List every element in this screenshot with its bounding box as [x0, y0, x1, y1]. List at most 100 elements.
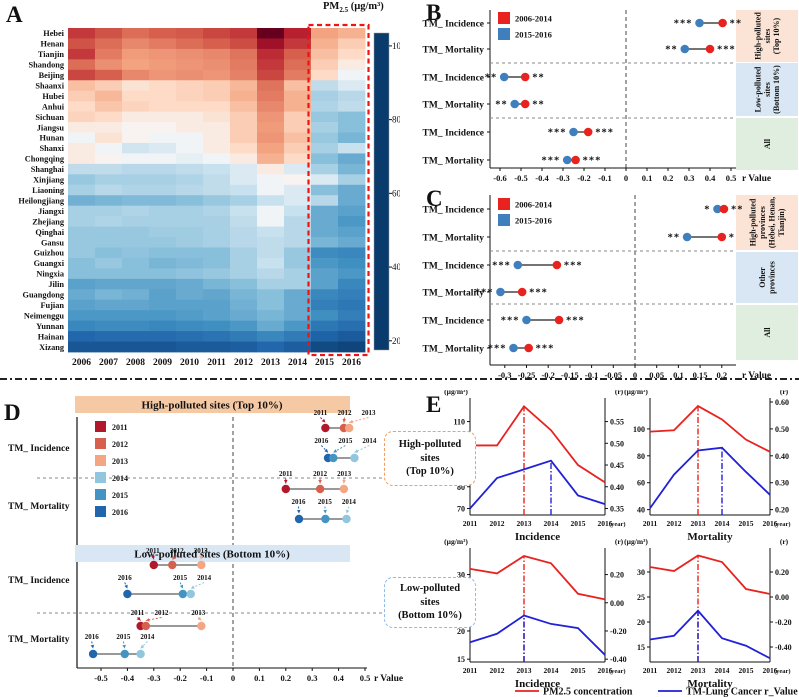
e-high-group-label: High-polluted sites (Top 10%) [384, 431, 476, 486]
year-label: 2011 [207, 358, 226, 368]
r-value-line [649, 609, 771, 660]
heatmap-cell [68, 174, 96, 186]
cluster-dot [321, 423, 330, 433]
x-tick-label: -0.5 [514, 173, 527, 183]
heatmap-cell [311, 331, 339, 342]
cluster-year-label: 2014 [140, 633, 155, 641]
right-tick-label: 0.40 [610, 483, 624, 492]
left-axis-unit: (µg/m³) [624, 390, 648, 396]
year-arrowhead [345, 509, 350, 514]
heatmap-cell [95, 132, 123, 144]
legend-label: 2015-2016 [515, 216, 552, 226]
heatmap-cell [68, 163, 96, 175]
year-suffix: (year) [609, 521, 626, 528]
x-tick-label: 0.3 [684, 173, 695, 183]
heatmap-cell [95, 226, 123, 238]
heatmap-cell [257, 320, 285, 332]
cluster-dot [88, 649, 98, 659]
heatmap-cell [230, 48, 258, 60]
heatmap-cell [176, 59, 204, 71]
heatmap-cell [338, 38, 366, 50]
e-high-line3: (Top 10%) [406, 466, 454, 478]
sig-right: * [729, 233, 735, 244]
heatmap-cell [203, 289, 231, 301]
left-tick-label: 110 [453, 418, 465, 427]
heatmap-cell [338, 247, 366, 259]
heatmap-cell [176, 122, 204, 133]
pm25-line [469, 554, 606, 601]
right-tick-label: -0.40 [610, 655, 627, 664]
sig-left: *** [488, 344, 507, 355]
x-tick-label: 0.5 [360, 673, 371, 683]
heatmap-cell [149, 122, 177, 133]
heatmap-cell [203, 247, 231, 259]
heatmap-cell [203, 174, 231, 186]
heatmap-cell [338, 163, 366, 175]
heatmap-cell [338, 310, 366, 322]
section-header-band [75, 396, 350, 413]
x-tick-label: 0.1 [254, 673, 265, 683]
year-arrowhead [179, 584, 184, 589]
heatmap-cell [122, 48, 150, 60]
heatmap-cell [203, 331, 231, 342]
group-band [736, 195, 798, 250]
heatmap-cell [230, 142, 258, 154]
year-arrowhead [349, 419, 353, 424]
row-label: TM_ Mortality [423, 46, 485, 56]
heatmap-cell [230, 69, 258, 81]
heatmap-cell [230, 122, 258, 133]
heatmap-cell [284, 184, 312, 196]
sig-right: ** [731, 205, 744, 216]
x-tick-label: 2016 [598, 519, 613, 528]
e-high-line2: sites [420, 452, 440, 464]
cluster-year-label: 2011 [131, 609, 145, 617]
heatmap-cell [311, 226, 339, 238]
cluster-year-label: 2016 [118, 574, 133, 582]
province-label: Jilin [48, 280, 64, 289]
heatmap-cell [230, 59, 258, 71]
heatmap-cell [203, 80, 231, 92]
province-label: Xinjiang [33, 176, 65, 185]
heatmap-cell [68, 341, 96, 353]
heatmap-cell [176, 174, 204, 186]
heatmap-cell [338, 331, 366, 342]
heatmap-cell [203, 48, 231, 60]
heatmap-cell [284, 174, 312, 186]
heatmap-cell [230, 216, 258, 227]
heatmap-cell [203, 153, 231, 165]
heatmap-cell [149, 205, 177, 217]
heatmap-cell [257, 101, 285, 113]
heatmap-cell [230, 153, 258, 165]
cluster-dot [141, 621, 151, 631]
heatmap-cell [95, 163, 123, 175]
heatmap-cell [68, 278, 96, 290]
heatmap-cell [95, 101, 123, 113]
heatmap-cell [68, 320, 96, 332]
province-label: Gansu [41, 238, 64, 247]
heatmap-cell [95, 310, 123, 322]
heatmap-cell [257, 226, 285, 238]
heatmap-cell [95, 247, 123, 259]
heatmap-cell [257, 341, 285, 353]
heatmap-cell [230, 331, 258, 342]
province-label: Xizang [39, 343, 65, 352]
band-line: High-polluted [753, 12, 762, 60]
dot-2006-2014 [583, 127, 593, 137]
heatmap-cell [284, 142, 312, 154]
heatmap-cell [203, 132, 231, 144]
cluster-dot [329, 453, 338, 463]
heatmap-cell [149, 268, 177, 280]
heatmap-cell [311, 278, 339, 290]
x-tick-label: 2016 [763, 666, 778, 675]
sig-right: *** [529, 288, 548, 299]
heatmap-cell [95, 299, 123, 311]
right-tick-label: -0.40 [775, 643, 792, 652]
heatmap-cell [68, 48, 96, 60]
heatmap-cell [284, 69, 312, 81]
heatmap-cell [338, 237, 366, 248]
group-band-label: All [763, 327, 772, 338]
heatmap-cell [311, 122, 339, 133]
colorbar [373, 32, 390, 351]
year-legend-swatch [95, 489, 106, 500]
heatmap-cell [257, 122, 285, 133]
